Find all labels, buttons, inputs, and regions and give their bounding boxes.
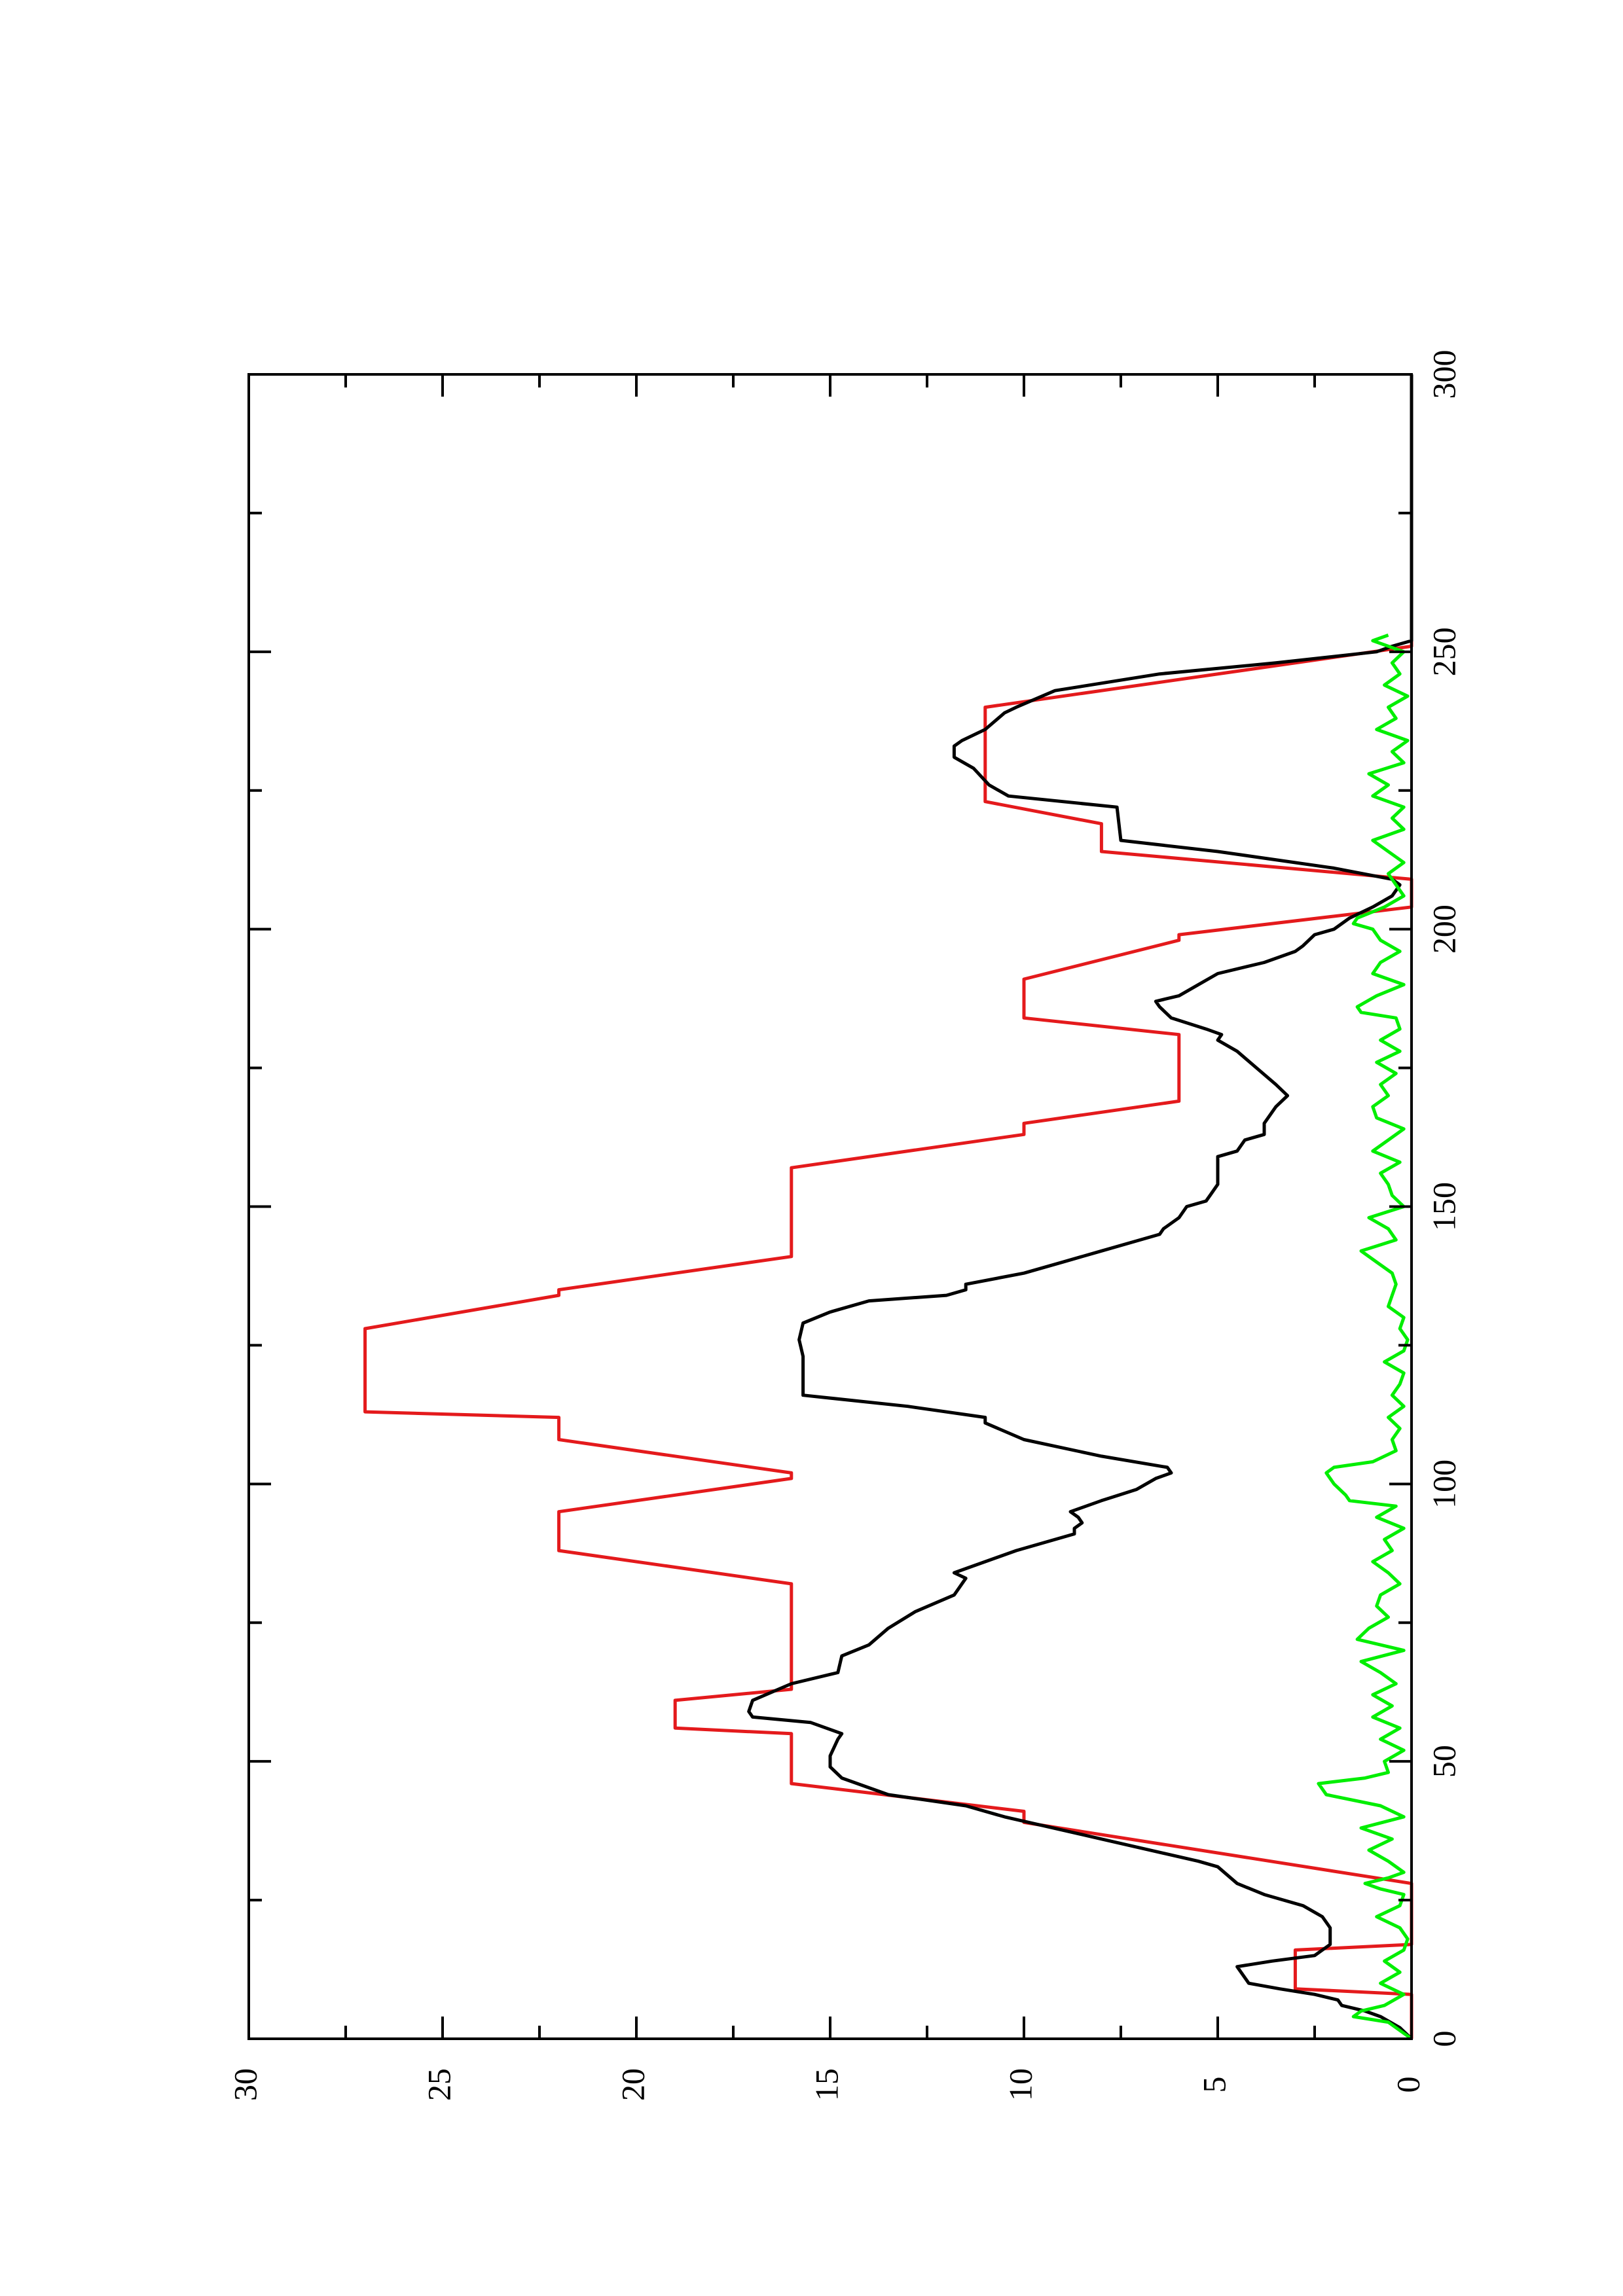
ticks-layer (247, 373, 1413, 2040)
y-tick-label: 25 (420, 2068, 457, 2101)
y-tick-label: 5 (1195, 2077, 1232, 2093)
y-tick-label: 0 (1389, 2077, 1426, 2093)
tick-labels: 0 50 100 150 200 250 300 0 5 10 15 20 25 30 (227, 350, 1462, 2102)
y-tick-label: 20 (614, 2068, 651, 2101)
y-tick-label: 15 (808, 2068, 845, 2101)
x-tick-label: 200 (1425, 905, 1462, 954)
x-tick-label: 50 (1425, 1745, 1462, 1778)
x-tick-label: 150 (1425, 1182, 1462, 1231)
series-layer (363, 374, 1413, 2041)
series-line-3 (1317, 634, 1413, 2041)
x-tick-label: 100 (1425, 1460, 1462, 1509)
series-line-1 (363, 374, 1413, 2039)
x-tick-label: 250 (1425, 627, 1462, 676)
x-tick-label: 0 (1425, 2031, 1462, 2047)
x-tick-label: 300 (1425, 350, 1462, 399)
y-tick-label: 30 (227, 2068, 263, 2101)
y-tick-label: 10 (1002, 2068, 1038, 2101)
